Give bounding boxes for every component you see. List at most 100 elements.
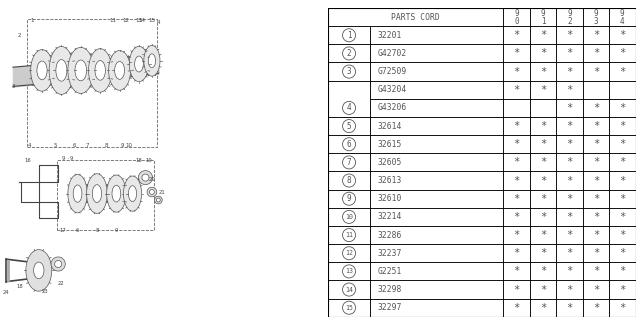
Ellipse shape <box>68 174 87 213</box>
Text: 2: 2 <box>347 49 351 58</box>
Bar <box>504 62 530 81</box>
Text: *: * <box>566 67 573 76</box>
Bar <box>556 99 582 117</box>
Bar <box>556 62 582 81</box>
Text: 4: 4 <box>620 17 625 26</box>
Bar <box>609 299 636 317</box>
Text: 32615: 32615 <box>378 140 402 149</box>
Bar <box>530 172 556 190</box>
Bar <box>328 190 370 208</box>
Text: *: * <box>513 157 520 167</box>
Text: G2251: G2251 <box>378 267 402 276</box>
Circle shape <box>342 156 356 169</box>
Bar <box>530 262 556 280</box>
Bar <box>370 226 504 244</box>
Text: *: * <box>566 230 573 240</box>
Ellipse shape <box>26 250 52 291</box>
Text: *: * <box>513 266 520 276</box>
Text: *: * <box>566 194 573 204</box>
Bar <box>556 208 582 226</box>
Bar <box>582 280 609 299</box>
Text: 9: 9 <box>121 143 125 148</box>
Text: *: * <box>593 176 599 186</box>
Bar <box>609 81 636 99</box>
Bar <box>328 26 370 44</box>
Text: 3: 3 <box>11 84 15 89</box>
Circle shape <box>150 189 154 194</box>
Circle shape <box>147 187 157 197</box>
Text: 19: 19 <box>145 157 152 163</box>
Text: *: * <box>513 85 520 95</box>
Ellipse shape <box>109 51 131 90</box>
Bar <box>504 190 530 208</box>
Bar <box>504 135 530 153</box>
Bar <box>530 81 556 99</box>
Text: *: * <box>593 48 599 59</box>
Text: 1: 1 <box>541 17 545 26</box>
Text: G72509: G72509 <box>378 67 407 76</box>
Ellipse shape <box>124 176 141 211</box>
Text: 9: 9 <box>567 9 572 18</box>
Bar <box>556 117 582 135</box>
Bar <box>582 99 609 117</box>
Text: *: * <box>593 212 599 222</box>
Text: *: * <box>513 48 520 59</box>
Text: 32613: 32613 <box>378 176 402 185</box>
Text: *: * <box>593 266 599 276</box>
Bar <box>328 244 370 262</box>
Text: 3: 3 <box>593 17 598 26</box>
Bar <box>582 299 609 317</box>
Bar <box>56 160 154 230</box>
Text: *: * <box>619 284 625 294</box>
Text: *: * <box>566 139 573 149</box>
Text: 6: 6 <box>76 228 79 233</box>
Bar <box>328 44 370 62</box>
Text: *: * <box>540 303 546 313</box>
Text: 24: 24 <box>3 290 10 295</box>
Bar <box>582 8 609 26</box>
Circle shape <box>342 265 356 278</box>
Text: 4: 4 <box>28 143 31 148</box>
Text: *: * <box>540 157 546 167</box>
Bar <box>556 190 582 208</box>
Bar <box>582 135 609 153</box>
Text: *: * <box>566 212 573 222</box>
Bar <box>328 81 370 117</box>
Ellipse shape <box>115 61 125 79</box>
Text: 1: 1 <box>31 18 34 23</box>
Text: *: * <box>566 157 573 167</box>
Text: *: * <box>619 212 625 222</box>
Bar <box>609 8 636 26</box>
Text: ·: · <box>67 156 68 161</box>
Text: *: * <box>619 121 625 131</box>
Text: G43206: G43206 <box>378 103 407 112</box>
Bar <box>328 208 370 226</box>
Text: *: * <box>593 194 599 204</box>
Text: *: * <box>540 284 546 294</box>
Bar <box>504 8 530 26</box>
Circle shape <box>142 174 149 181</box>
Bar <box>609 26 636 44</box>
Bar <box>530 299 556 317</box>
Text: 21: 21 <box>158 189 165 195</box>
Bar <box>328 62 370 81</box>
Text: 9: 9 <box>69 156 73 161</box>
Text: 32214: 32214 <box>378 212 402 221</box>
Bar <box>370 62 504 81</box>
Bar <box>504 99 530 117</box>
Text: 32298: 32298 <box>378 285 402 294</box>
Text: 6: 6 <box>347 140 351 149</box>
Text: 18: 18 <box>136 157 142 163</box>
Text: 32605: 32605 <box>378 158 402 167</box>
Text: *: * <box>619 230 625 240</box>
Text: *: * <box>540 85 546 95</box>
Bar <box>556 26 582 44</box>
Bar <box>530 280 556 299</box>
Text: 5: 5 <box>347 122 351 131</box>
Circle shape <box>342 192 356 205</box>
Text: *: * <box>540 139 546 149</box>
Text: 13: 13 <box>345 268 353 274</box>
Bar <box>328 135 370 153</box>
Circle shape <box>156 198 160 202</box>
Text: *: * <box>593 157 599 167</box>
